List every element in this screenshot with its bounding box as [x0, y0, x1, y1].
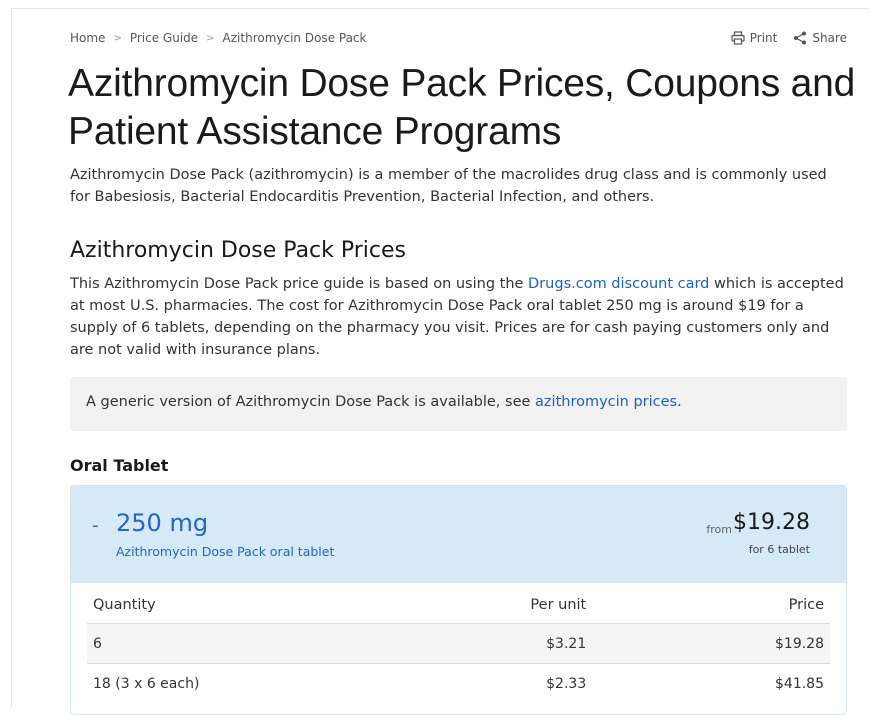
notice-suffix: .: [677, 394, 682, 410]
breadcrumb-home[interactable]: Home: [70, 31, 106, 45]
breadcrumb: Home > Price Guide > Azithromycin Dose P…: [70, 31, 366, 45]
page-frame: [11, 8, 869, 707]
table-row: 6 $3.21 $19.28: [87, 623, 830, 664]
row-per-unit: $3.21: [473, 623, 593, 664]
notice-text: A generic version of Azithromycin Dose P…: [86, 394, 536, 410]
print-button[interactable]: Print: [731, 31, 778, 45]
form-label: Azithromycin Dose Pack oral tablet: [116, 544, 335, 559]
from-label: from: [706, 523, 732, 536]
share-icon: [794, 31, 807, 45]
row-price: $19.28: [592, 623, 830, 664]
share-button[interactable]: Share: [793, 31, 847, 45]
row-per-unit: $2.33: [473, 663, 593, 703]
prices-heading: Azithromycin Dose Pack Prices: [70, 238, 407, 263]
top-bar: Home > Price Guide > Azithromycin Dose P…: [70, 31, 847, 49]
strength-label: 250 mg: [116, 509, 209, 537]
price-card-header[interactable]: - 250 mg Azithromycin Dose Pack oral tab…: [71, 486, 846, 583]
breadcrumb-separator: >: [206, 32, 215, 44]
price-table: Quantity Per unit Price 6 $3.21 $19.28 1…: [87, 586, 830, 703]
dosage-form-heading: Oral Tablet: [70, 456, 169, 475]
drug-intro: Azithromycin Dose Pack (azithromycin) is…: [70, 167, 827, 205]
page-title: Azithromycin Dose Pack Prices, Coupons a…: [68, 62, 856, 153]
collapse-toggle[interactable]: -: [92, 515, 99, 536]
quantity-header: Quantity: [93, 596, 156, 613]
breadcrumb-separator: >: [113, 32, 122, 44]
row-price: $41.85: [592, 663, 830, 703]
breadcrumb-current[interactable]: Azithromycin Dose Pack: [222, 31, 367, 45]
price-guide-text: This Azithromycin Dose Pack price guide …: [70, 273, 848, 361]
per-unit-header: Per unit: [530, 596, 587, 613]
price-card: - 250 mg Azithromycin Dose Pack oral tab…: [70, 485, 847, 715]
supply-label: for 6 tablet: [748, 543, 810, 556]
price-table-header: Quantity Per unit Price: [87, 586, 830, 624]
table-row: 18 (3 x 6 each) $2.33 $41.85: [87, 663, 830, 703]
breadcrumb-price-guide[interactable]: Price Guide: [129, 31, 199, 45]
page-actions: Print Share: [715, 31, 847, 45]
price-header: Price: [788, 596, 824, 613]
print-label: Print: [749, 31, 778, 45]
guide-text-after: which is accepted at most U.S. pharmacie…: [70, 276, 844, 358]
lowest-price: $19.28: [733, 510, 810, 535]
generic-notice: A generic version of Azithromycin Dose P…: [70, 377, 847, 431]
generic-prices-link[interactable]: azithromycin prices: [535, 394, 678, 410]
row-quantity: 18 (3 x 6 each): [87, 663, 474, 703]
share-label: Share: [812, 31, 847, 45]
discount-card-link[interactable]: Drugs.com discount card: [528, 276, 710, 292]
printer-icon: [731, 31, 745, 45]
row-quantity: 6: [87, 623, 474, 664]
guide-text-before: This Azithromycin Dose Pack price guide …: [70, 276, 529, 292]
